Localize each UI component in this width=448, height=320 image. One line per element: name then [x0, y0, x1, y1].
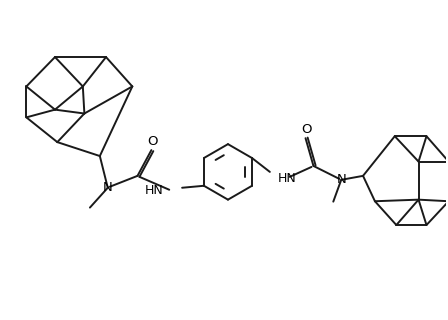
- Text: HN: HN: [145, 184, 163, 197]
- Text: N: N: [103, 181, 112, 194]
- Text: HN: HN: [278, 172, 297, 185]
- Text: N: N: [336, 173, 346, 186]
- Text: O: O: [147, 135, 158, 148]
- Text: O: O: [301, 123, 312, 136]
